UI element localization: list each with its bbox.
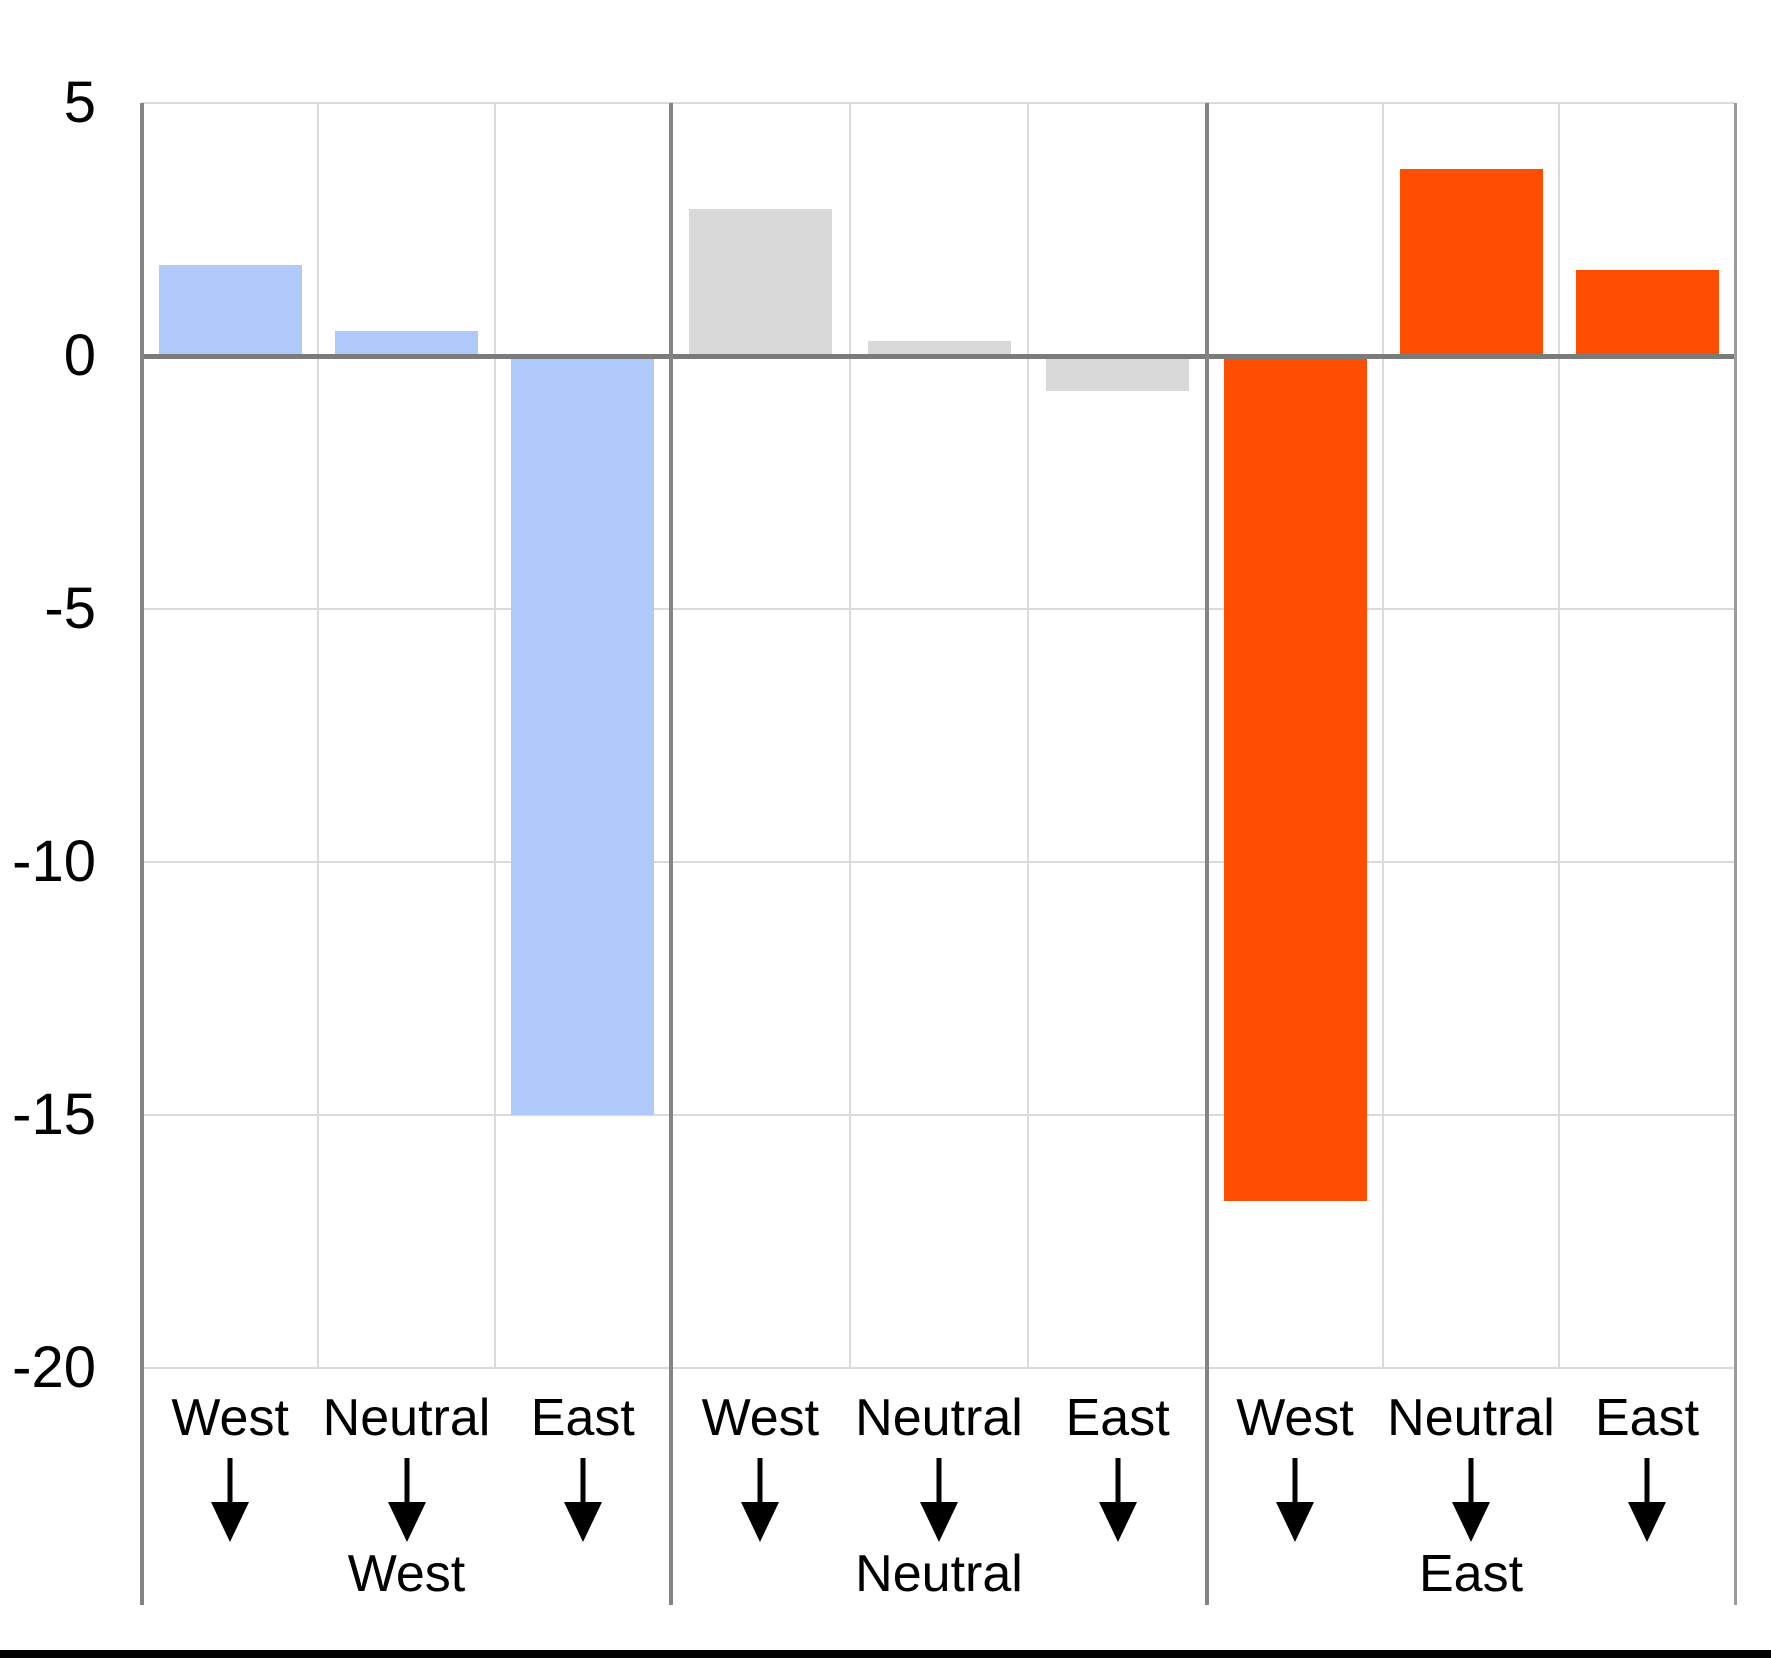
down-arrow-icon [1096, 1458, 1140, 1542]
bar [1575, 269, 1719, 356]
bar [158, 264, 302, 356]
bar-category-label: East [530, 1389, 635, 1447]
panel-label: Neutral [855, 1545, 1023, 1603]
down-arrow-icon [1273, 1458, 1317, 1542]
y-tick-label: -10 [12, 829, 96, 894]
down-arrow-icon [208, 1458, 252, 1542]
down-arrow-icon [385, 1458, 429, 1542]
bar-category-label: East [1065, 1389, 1170, 1447]
bar-category-label: Neutral [322, 1389, 491, 1447]
y-tick-label: -15 [12, 1082, 96, 1147]
bar-category-label: West [701, 1389, 820, 1447]
panel-separator [1205, 103, 1209, 1605]
down-arrow-icon [917, 1458, 961, 1542]
down-arrow-icon [1449, 1458, 1493, 1542]
bar [335, 330, 478, 356]
panel-label: West [347, 1545, 466, 1603]
v-gridline [848, 103, 851, 1368]
bar-category-label: Neutral [1387, 1389, 1555, 1447]
zero-line [142, 354, 1735, 359]
bar [1046, 356, 1190, 392]
bar [688, 209, 832, 356]
panel-separator [669, 103, 673, 1605]
bar [511, 356, 655, 1115]
v-gridline [1027, 103, 1030, 1368]
h-gridline [142, 608, 1735, 610]
down-arrow-icon [738, 1458, 782, 1542]
bar [1223, 356, 1367, 1202]
v-gridline [493, 103, 496, 1368]
bar-category-label: East [1594, 1389, 1700, 1447]
y-tick-label: 5 [63, 70, 96, 135]
h-gridline [142, 1114, 1735, 1116]
left-axis-line [140, 103, 144, 1605]
down-arrow-icon [1625, 1458, 1669, 1542]
plot-right-edge [1734, 103, 1737, 1605]
h-gridline [142, 861, 1735, 863]
y-tick-label: -20 [12, 1335, 96, 1400]
down-arrow-icon [561, 1458, 605, 1542]
h-gridline [142, 102, 1735, 104]
bar-category-label: West [1236, 1389, 1354, 1447]
bar [867, 340, 1011, 356]
y-tick-label: -5 [44, 576, 96, 641]
page-bottom-border [0, 1650, 1771, 1658]
panel-label: East [1418, 1545, 1524, 1603]
h-gridline [142, 1367, 1735, 1369]
v-gridline [1382, 103, 1384, 1368]
v-gridline [317, 103, 320, 1368]
y-tick-label: 0 [63, 323, 96, 388]
bar-category-label: West [171, 1389, 289, 1447]
bar-category-label: Neutral [855, 1389, 1023, 1447]
v-gridline [1558, 103, 1560, 1368]
bar [1399, 168, 1543, 356]
